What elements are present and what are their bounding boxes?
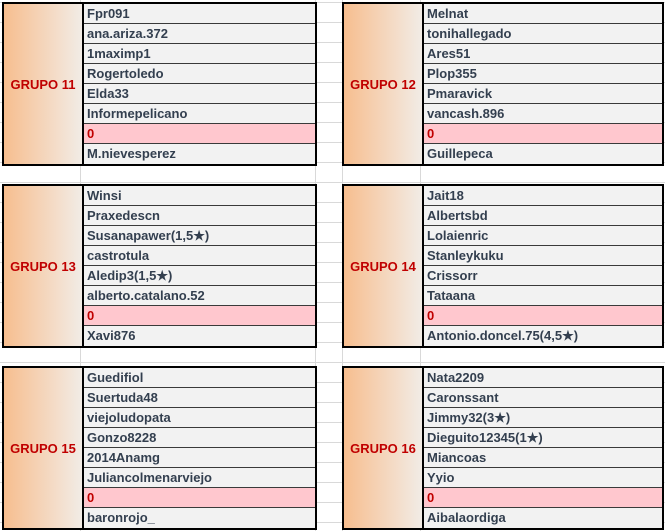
member-cell[interactable]: Albertsbd [424,206,662,226]
member-cell[interactable]: 0 [424,306,662,326]
group-block: GRUPO 16 Nata2209 Caronssant Jimmy32(3★) Die… [342,366,664,530]
member-cell[interactable]: Lolaienric [424,226,662,246]
member-cell[interactable]: Dieguito12345(1★) [424,428,662,448]
member-cell[interactable]: 0 [84,124,315,144]
member-cell[interactable]: 0 [424,488,662,508]
member-cell[interactable]: M.nievesperez [87,146,176,161]
member-cell[interactable]: Melnat [424,4,662,24]
member-cell[interactable]: Jait18 [424,186,662,206]
member-cell[interactable]: viejoludopata [84,408,315,428]
member-cell[interactable]: 1maximp1 [84,44,315,64]
group-block: GRUPO 11 Fpr091 ana.ariza.372 1maximp1 Roger… [2,2,317,166]
group-label[interactable]: GRUPO 16 [344,368,424,528]
member-cell[interactable]: Guillepeca [427,146,493,161]
member-cell[interactable]: 0 [424,124,662,144]
member-cell[interactable]: Praxedescn [84,206,315,226]
group-block: GRUPO 15 Guedifiol Suertuda48 viejoludopata… [2,366,317,530]
member-cell[interactable]: Caronssant [424,388,662,408]
member-cell[interactable]: Gonzo8228 [84,428,315,448]
member-cell[interactable]: Elda33 [84,84,315,104]
member-cell[interactable]: Crissorr [424,266,662,286]
member-cell[interactable]: Yyio [424,468,662,488]
member-list: Jait18 Albertsbd Lolaienric Stanleykuku Cris… [424,186,662,346]
member-cell[interactable]: Suertuda48 [84,388,315,408]
member-cell[interactable]: Informepelicano [84,104,315,124]
group-label[interactable]: GRUPO 12 [344,4,424,164]
member-list: Fpr091 ana.ariza.372 1maximp1 Rogertoledo El… [84,4,315,164]
group-block: GRUPO 13 Winsi Praxedescn Susanapawer(1,5★)… [2,184,317,348]
member-cell[interactable]: alberto.catalano.52 [84,286,315,306]
member-cell[interactable]: tonihallegado [424,24,662,44]
member-cell[interactable]: Winsi [84,186,315,206]
member-list: Melnat tonihallegado Ares51 Plop355 Pmaravic… [424,4,662,164]
group-label[interactable]: GRUPO 14 [344,186,424,346]
member-cell[interactable]: Fpr091 [84,4,315,24]
member-cell[interactable]: baronrojo_ [87,510,155,525]
member-cell[interactable]: Ares51 [424,44,662,64]
member-cell[interactable]: vancash.896 [424,104,662,124]
member-cell[interactable]: Juliancolmenarviejo [84,468,315,488]
member-cell[interactable]: Xavi876 [87,328,136,343]
member-list: Guedifiol Suertuda48 viejoludopata Gonzo822… [84,368,315,528]
member-cell[interactable]: Miancoas [424,448,662,468]
member-cell[interactable]: Aibalaordiga [427,510,506,525]
member-cell[interactable]: Stanleykuku [424,246,662,266]
member-cell[interactable]: Pmaravick [424,84,662,104]
group-block: GRUPO 14 Jait18 Albertsbd Lolaienric Stanley… [342,184,664,348]
member-cell[interactable]: Nata2209 [424,368,662,388]
member-list: Winsi Praxedescn Susanapawer(1,5★) castrotu… [84,186,315,346]
member-cell[interactable]: Antonio.doncel.75(4,5★) [427,328,579,343]
member-cell[interactable]: Rogertoledo [84,64,315,84]
group-label[interactable]: GRUPO 15 [4,368,84,528]
group-label[interactable]: GRUPO 13 [4,186,84,346]
member-cell[interactable]: Tataana [424,286,662,306]
member-cell[interactable]: Susanapawer(1,5★) [84,226,315,246]
member-cell[interactable]: 0 [84,488,315,508]
member-cell[interactable]: castrotula [84,246,315,266]
member-cell[interactable]: ana.ariza.372 [84,24,315,44]
member-cell[interactable]: Guedifiol [84,368,315,388]
group-label[interactable]: GRUPO 11 [4,4,84,164]
member-list: Nata2209 Caronssant Jimmy32(3★) Dieguito123… [424,368,662,528]
group-block: GRUPO 12 Melnat tonihallegado Ares51 Plop355… [342,2,664,166]
member-cell[interactable]: 0 [84,306,315,326]
member-cell[interactable]: 2014Anamg [84,448,315,468]
member-cell[interactable]: Aledip3(1,5★) [84,266,315,286]
member-cell[interactable]: Plop355 [424,64,662,84]
member-cell[interactable]: Jimmy32(3★) [424,408,662,428]
